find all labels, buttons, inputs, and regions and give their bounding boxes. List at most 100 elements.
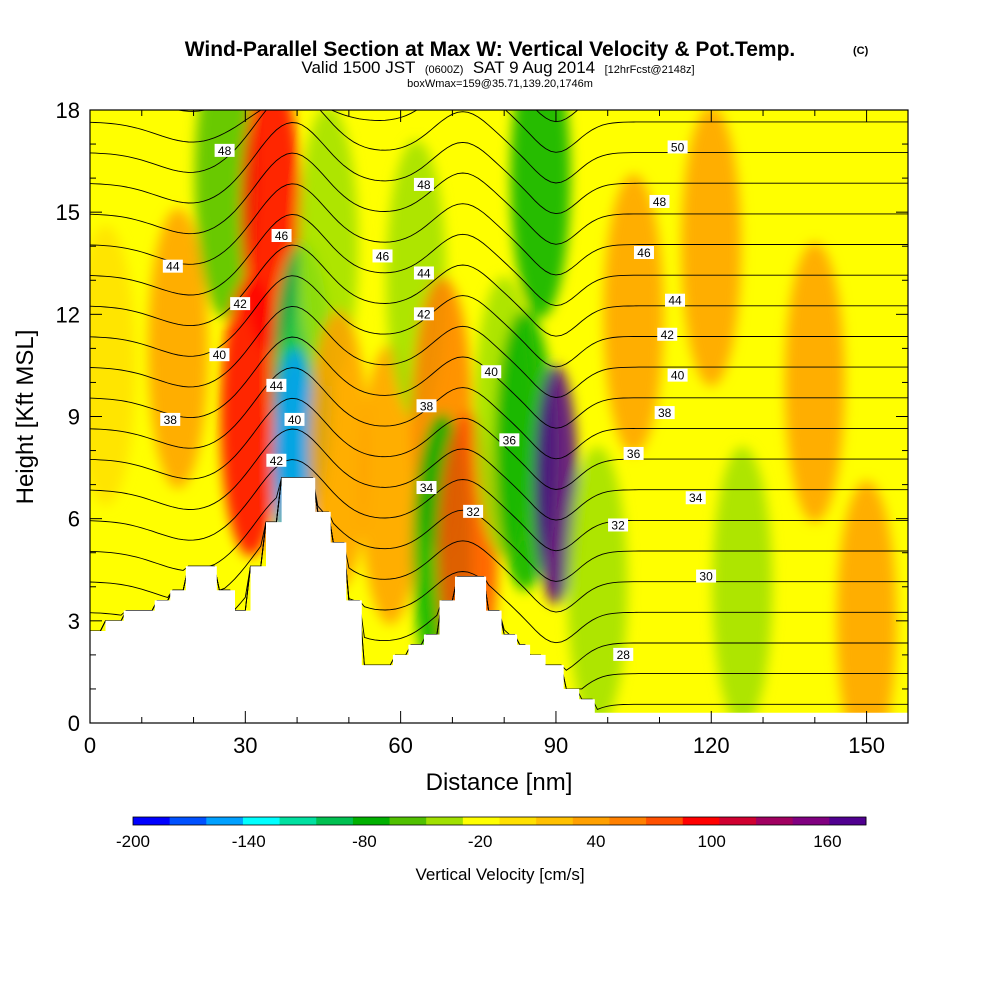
y-tick-label: 3 — [68, 609, 80, 634]
contour-label-text: 48 — [653, 195, 667, 209]
contour-label-text: 38 — [164, 413, 178, 427]
contour-label-text: 50 — [671, 140, 685, 154]
contour-label-text: 40 — [288, 413, 302, 427]
colorbar-title: Vertical Velocity [cm/s] — [415, 865, 584, 884]
contour-label-text: 48 — [417, 178, 431, 192]
contour-label: 50 — [667, 140, 688, 154]
colorbar-segment — [682, 817, 720, 825]
contour-label-text: 36 — [503, 433, 517, 447]
contour-label-text: 44 — [668, 294, 682, 308]
contour-label-text: 44 — [270, 379, 284, 393]
x-tick-label: 120 — [693, 733, 730, 758]
contour-label: 40 — [667, 368, 688, 383]
x-tick-label: 0 — [84, 733, 96, 758]
velocity-cell — [836, 480, 897, 723]
x-tick-label: 150 — [848, 733, 885, 758]
terrain — [90, 477, 908, 723]
contour-label-text: 42 — [417, 307, 431, 321]
colorbar-segment — [389, 817, 427, 825]
contour-label: 42 — [230, 297, 251, 311]
contour-label-text: 42 — [270, 454, 284, 468]
colorbar-label: -20 — [468, 832, 493, 851]
colorbar: -200 -140 -80 -20 40 100 160 — [116, 816, 867, 851]
valid-zulu: (0600Z) — [425, 64, 464, 76]
x-tick-label: 30 — [233, 733, 257, 758]
colorbar-segment — [169, 817, 207, 825]
forecast-info: [12hrFcst@2148z] — [605, 64, 695, 76]
contour-label: 44 — [266, 378, 287, 393]
contour-label-text: 34 — [420, 481, 434, 495]
theta-contour — [90, 459, 908, 552]
colorbar-label: -200 — [116, 832, 150, 851]
x-tick-label: 90 — [544, 733, 568, 758]
colorbar-label: -80 — [352, 832, 377, 851]
theta-contour — [90, 275, 908, 368]
theta-contour — [90, 183, 908, 276]
contour-label: 38 — [160, 412, 181, 427]
contour-label-text: 40 — [671, 369, 685, 383]
contour-label-text: 30 — [699, 570, 713, 584]
theta-contour — [90, 152, 908, 245]
colorbar-segment — [133, 817, 171, 825]
contour-label: 48 — [413, 177, 434, 192]
contour-label: 48 — [649, 194, 670, 209]
contour-label: 38 — [416, 399, 437, 413]
colorbar-segment — [206, 817, 244, 825]
colorbar-segment — [279, 817, 317, 825]
contour-label-text: 46 — [376, 249, 390, 263]
contour-label-text: 46 — [637, 246, 651, 260]
x-tick-label: 60 — [388, 733, 412, 758]
velocity-cell — [510, 110, 571, 319]
y-tick-label: 18 — [56, 98, 80, 123]
colorbar-segment — [829, 817, 867, 825]
velocity-cell — [681, 110, 742, 387]
x-axis-title: Distance [nm] — [426, 769, 573, 796]
theta-contour — [90, 0, 908, 30]
contour-label-text: 42 — [233, 297, 247, 311]
contour-label: 34 — [685, 491, 706, 505]
contour-label-text: 36 — [627, 447, 641, 461]
potential-temperature-contours — [90, 0, 908, 710]
velocity-cell — [784, 242, 845, 523]
contour-label: 30 — [696, 569, 717, 584]
theta-contour — [90, 477, 908, 582]
contour-label: 40 — [209, 348, 230, 362]
chart-title: Wind-Parallel Section at Max W: Vertical… — [185, 38, 796, 61]
colorbar-label: 40 — [586, 832, 605, 851]
colorbar-segment — [462, 817, 500, 825]
velocity-cell — [360, 344, 421, 625]
contour-label-text: 44 — [166, 260, 180, 274]
contour-label: 46 — [271, 229, 292, 243]
theta-contour — [90, 428, 908, 521]
contour-label-text: 32 — [466, 505, 480, 519]
contour-label-text: 44 — [417, 266, 431, 280]
colorbar-segment — [352, 817, 391, 825]
valid-time-line: Valid 1500 JST (0600Z) SAT 9 Aug 2014 [1… — [301, 58, 694, 77]
colorbar-label: -140 — [232, 832, 266, 851]
contour-label-text: 34 — [689, 491, 703, 505]
contour-label-text: 38 — [658, 406, 672, 420]
colorbar-segment — [756, 817, 794, 825]
contour-label: 40 — [284, 412, 305, 427]
y-tick-label: 12 — [56, 302, 80, 327]
velocity-cell — [567, 446, 628, 723]
colorbar-segment — [719, 817, 757, 825]
contour-label: 36 — [499, 433, 520, 447]
y-axis-title: Height [Kft MSL] — [12, 330, 39, 505]
contour-label: 44 — [413, 266, 434, 280]
theta-contour — [90, 110, 908, 184]
theta-contour — [90, 244, 908, 337]
y-tick-label: 9 — [68, 405, 80, 430]
theta-contour — [90, 336, 908, 429]
colorbar-segment — [792, 817, 830, 825]
velocity-cell — [712, 446, 773, 723]
colorbar-segment — [536, 817, 574, 825]
box-info: boxWmax=159@35.71,139.20,1746m — [407, 78, 593, 90]
contour-labels: 48 46 44 42 40 44 40 42 38 48 46 44 42 40 38 36 34 32 50 48… — [160, 140, 717, 662]
copyright-mark: (C) — [853, 45, 869, 57]
valid-prefix: Valid 1500 JST — [301, 58, 415, 77]
colorbar-segment — [316, 817, 354, 825]
colorbar-segment — [609, 817, 647, 825]
